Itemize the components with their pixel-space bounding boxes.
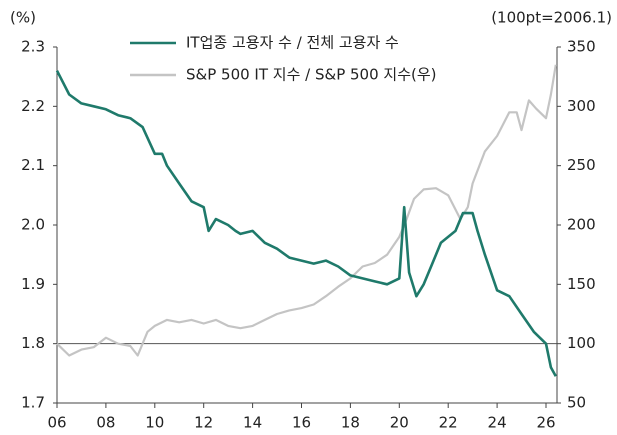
x-tick-label: 20	[390, 414, 409, 432]
y-axis-label: (%)	[10, 9, 36, 27]
y2-tick-label: 100	[567, 334, 596, 352]
y-tick-label: 2.1	[21, 156, 45, 174]
y-tick-label: 1.7	[21, 394, 45, 412]
x-tick-label: 26	[536, 414, 555, 432]
y2-tick-label: 50	[567, 394, 586, 412]
series-line	[56, 64, 557, 357]
y2-tick-label: 150	[567, 275, 596, 293]
x-tick-label: 16	[292, 414, 311, 432]
y-tick-label: 2.0	[21, 216, 45, 234]
x-tick-label: 10	[145, 414, 164, 432]
x-tick-label: 08	[96, 414, 115, 432]
y-tick-label: 1.8	[21, 334, 45, 352]
x-tick-label: 24	[488, 414, 507, 432]
y2-tick-label: 300	[567, 97, 596, 115]
series-line	[55, 70, 557, 377]
x-tick-label: 12	[194, 414, 213, 432]
x-tick-label: 18	[341, 414, 360, 432]
legend-label: IT업종 고용자 수 / 전체 고용자 수	[186, 34, 399, 52]
y-tick-label: 2.3	[21, 38, 45, 56]
y2-tick-label: 350	[567, 38, 596, 56]
x-tick-label: 22	[439, 414, 458, 432]
y2-axis-label: (100pt=2006.1)	[491, 9, 612, 27]
y2-tick-label: 200	[567, 216, 596, 234]
y2-tick-label: 250	[567, 156, 596, 174]
y-tick-label: 2.2	[21, 97, 45, 115]
x-tick-label: 14	[243, 414, 262, 432]
legend-label: S&P 500 IT 지수 / S&P 500 지수(우)	[186, 66, 437, 84]
x-tick-label: 06	[47, 414, 66, 432]
y-tick-label: 1.9	[21, 275, 45, 293]
